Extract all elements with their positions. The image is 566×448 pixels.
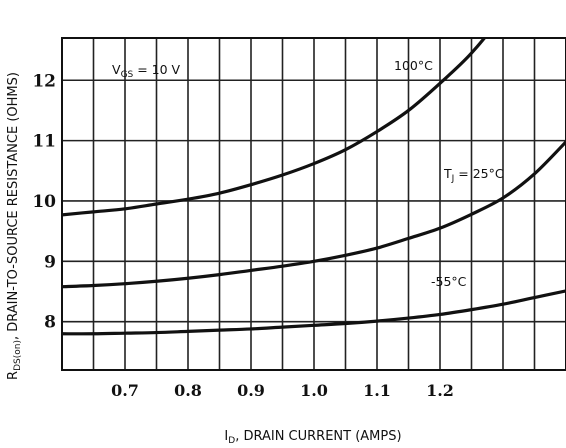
plot-frame bbox=[61, 37, 566, 371]
tick-labels: 8 9 10 11 12 0.7 0.8 0.9 1.0 1.1 1.2 bbox=[32, 71, 454, 400]
x-tick-label: 0.7 bbox=[111, 381, 139, 400]
x-tick-label: 1.0 bbox=[300, 381, 328, 400]
x-tick-label: 0.9 bbox=[237, 381, 265, 400]
series-line-25c bbox=[62, 140, 566, 289]
y-tick-label: 12 bbox=[32, 71, 56, 91]
x-tick-label: 0.8 bbox=[174, 381, 202, 400]
y-tick-label: 8 bbox=[44, 313, 56, 333]
series-label-minus55c: -55°C bbox=[431, 274, 467, 289]
series-line-100c bbox=[62, 38, 487, 217]
series-lines bbox=[62, 38, 566, 336]
x-axis-label: ID, DRAIN CURRENT (AMPS) bbox=[224, 429, 401, 446]
x-tick-label: 1.1 bbox=[363, 381, 391, 400]
series-label-100c: 100°C bbox=[394, 58, 433, 73]
y-tick-label: 10 bbox=[32, 192, 56, 212]
y-tick-label: 9 bbox=[44, 252, 56, 272]
x-tick-label: 1.2 bbox=[426, 381, 454, 400]
series-label-25c: TJ = 25°C bbox=[443, 166, 504, 184]
vgs-annotation: VGS = 10 V bbox=[112, 62, 181, 80]
series-line-minus55c bbox=[62, 289, 566, 336]
y-tick-label: 11 bbox=[32, 132, 56, 152]
y-axis-label: RDS(on), DRAIN-TO-SOURCE RESISTANCE (OHM… bbox=[6, 72, 23, 380]
